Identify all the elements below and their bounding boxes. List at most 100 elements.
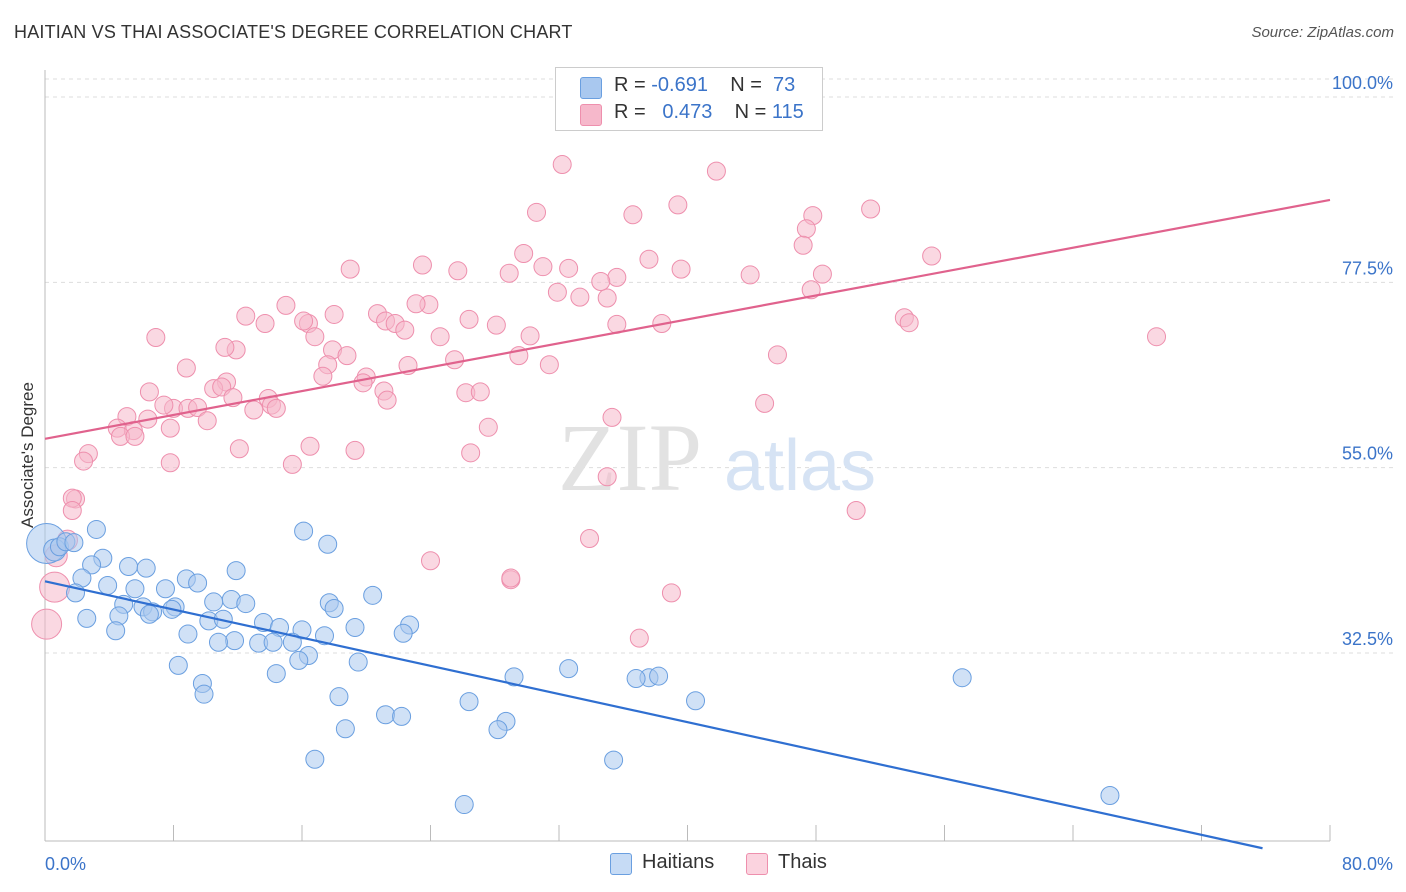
thais-point — [499, 263, 519, 283]
y-tick-label: 77.5% — [1342, 258, 1393, 278]
haitians-point — [1100, 786, 1120, 806]
thais-point — [160, 418, 180, 438]
thais-point — [300, 436, 320, 456]
thais-point — [706, 161, 726, 181]
haitians-point — [504, 667, 524, 687]
haitians-point — [314, 626, 334, 646]
watermark-atlas: atlas — [724, 426, 876, 506]
haitians-point — [168, 655, 188, 675]
thais-point — [459, 309, 479, 329]
thais-point — [340, 259, 360, 279]
thais-point — [639, 249, 659, 269]
n-value: 73 — [773, 74, 796, 96]
haitians-point — [345, 617, 365, 637]
haitians-point — [86, 519, 106, 539]
haitians-point — [194, 684, 214, 704]
haitians-point — [204, 592, 224, 612]
thais-point — [406, 294, 426, 314]
chart-title: HAITIAN VS THAI ASSOCIATE'S DEGREE CORRE… — [14, 22, 573, 42]
haitians-point — [208, 632, 228, 652]
haitians-point — [604, 750, 624, 770]
thais-point — [294, 311, 314, 331]
haitians-point — [98, 575, 118, 595]
thais-point — [671, 259, 691, 279]
n-label: N = — [730, 74, 762, 96]
haitians-point — [454, 795, 474, 815]
y-axis-title: Associate's Degree — [18, 382, 37, 528]
thais-point — [899, 313, 919, 333]
haitians-point — [393, 623, 413, 643]
stats-legend: R = -0.691 N = 73 R = 0.473 N = 115 — [555, 67, 823, 131]
haitians-point — [155, 579, 175, 599]
haitians-point — [266, 664, 286, 684]
thais-point — [395, 320, 415, 340]
haitians-point — [289, 650, 309, 670]
source-label: Source: ZipAtlas.com — [1251, 24, 1394, 41]
y-tick-label: 100.0% — [1332, 73, 1393, 93]
thais-point — [755, 393, 775, 413]
haitians-point — [305, 749, 325, 769]
haitians-legend-swatch — [610, 853, 632, 875]
haitians-point — [64, 533, 84, 553]
thais-point — [501, 568, 521, 588]
x-tick-label: 0.0% — [45, 854, 86, 874]
y-tick-label: 32.5% — [1342, 629, 1393, 649]
y-tick-label: 55.0% — [1342, 444, 1393, 464]
axis-labels: 32.5% 55.0% 77.5% 100.0% 0.0% 80.0% Associate'… — [18, 73, 1393, 874]
thais-point — [445, 350, 465, 370]
haitians-point — [188, 573, 208, 593]
thais-point — [740, 265, 760, 285]
thais-point — [793, 235, 813, 255]
r-value: 0.473 — [662, 101, 713, 123]
n-label: N = — [734, 101, 767, 123]
thais-point — [602, 407, 622, 427]
thais-point — [922, 246, 942, 266]
thais-point — [197, 411, 217, 431]
thais-point — [39, 571, 71, 603]
thais-point — [125, 426, 145, 446]
haitians-point — [139, 604, 159, 624]
watermark-zip: ZIP — [558, 404, 702, 511]
legend-label: Haitians — [642, 851, 715, 873]
thais-point — [215, 337, 235, 357]
thais-point — [486, 315, 506, 335]
thais-point — [430, 327, 450, 347]
thais-point — [470, 382, 490, 402]
thais-point — [520, 326, 540, 346]
haitians-point — [686, 691, 706, 711]
haitians-point — [324, 599, 344, 619]
haitians-point — [459, 692, 479, 712]
n-value: 115 — [771, 101, 804, 123]
watermark: ZIP atlas — [558, 404, 876, 511]
thais-point — [591, 272, 611, 292]
haitians-point — [82, 555, 102, 575]
haitians-point — [318, 534, 338, 554]
r-label: R = — [614, 74, 646, 96]
thais-point — [668, 195, 688, 215]
x-tick-label: 80.0% — [1342, 854, 1393, 874]
thais-point — [236, 306, 256, 326]
thais-legend-swatch — [746, 853, 768, 875]
thais-point — [796, 219, 816, 239]
haitians-point — [294, 521, 314, 541]
haitians-point — [106, 621, 126, 641]
haitians-swatch — [580, 77, 602, 99]
thais-point — [353, 373, 373, 393]
thais-point — [154, 395, 174, 415]
thais-point — [282, 454, 302, 474]
thais-point — [244, 400, 264, 420]
thais-point — [377, 390, 397, 410]
thais-swatch — [580, 104, 602, 126]
thais-point — [31, 608, 63, 640]
series-haitians — [26, 519, 1120, 815]
thais-point — [661, 583, 681, 603]
haitians-point — [488, 720, 508, 740]
haitians-point — [952, 668, 972, 688]
thais-point — [74, 451, 94, 471]
haitians-point — [226, 561, 246, 581]
thais-point — [478, 417, 498, 437]
haitians-point — [626, 669, 646, 689]
thais-point — [255, 314, 275, 334]
haitians-point — [348, 652, 368, 672]
haitians-point — [363, 585, 383, 605]
